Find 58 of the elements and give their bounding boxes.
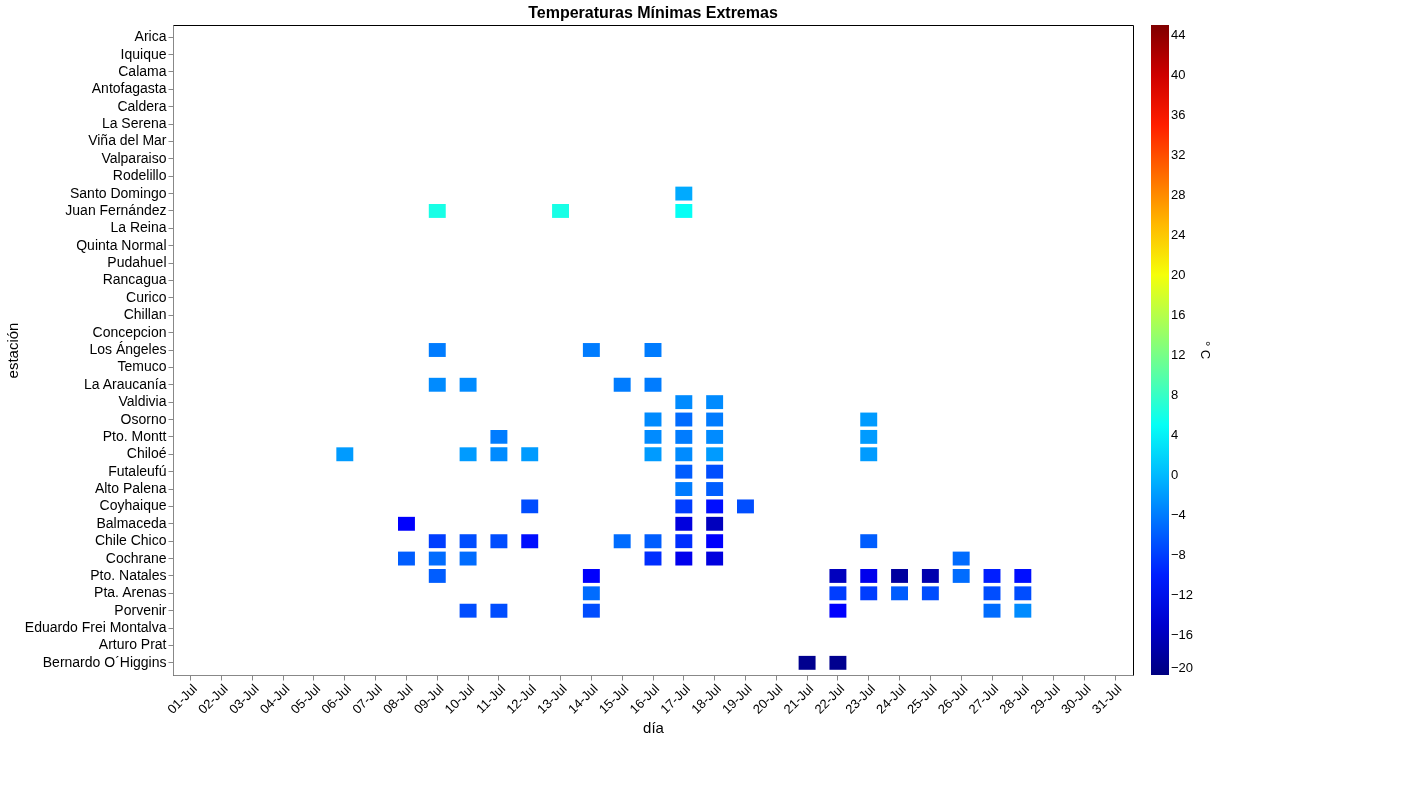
color-bar-label: 32 — [1171, 147, 1186, 162]
chart-title: Temperaturas Mínimas Extremas — [528, 4, 778, 21]
y-tick-label: Antofagasta — [91, 80, 167, 97]
y-tick-label: Pto. Montt — [102, 427, 167, 444]
color-bar-label: 28 — [1171, 187, 1186, 202]
y-tick-label: Rodelillo — [112, 167, 167, 184]
y-tick-label: Viña del Mar — [88, 132, 167, 149]
y-tick-label: Balmaceda — [96, 514, 167, 531]
color-bar-label: −12 — [1171, 587, 1194, 602]
y-tick-label: La Serena — [101, 115, 167, 132]
x-axis-title: día — [643, 718, 665, 736]
color-bar-label: 4 — [1171, 427, 1179, 442]
color-bar-label: −8 — [1171, 547, 1186, 562]
y-tick-label: Chile Chico — [94, 532, 167, 549]
color-bar-label: 12 — [1171, 347, 1186, 362]
y-tick-label: Curico — [126, 288, 167, 305]
y-tick-label: Pta. Arenas — [94, 584, 167, 601]
y-tick-label: Caldera — [117, 97, 167, 114]
color-bar-label: 24 — [1171, 227, 1186, 242]
color-bar-label: 20 — [1171, 267, 1186, 282]
y-tick-label: Los Ángeles — [89, 341, 167, 357]
y-tick-label: Calama — [118, 62, 167, 79]
y-tick-label: Pto. Natales — [90, 566, 167, 583]
y-tick-label: Chillan — [123, 306, 167, 323]
color-bar-label: −20 — [1171, 660, 1194, 675]
y-axis-title: estación — [3, 322, 21, 379]
y-tick-label: Quinta Normal — [76, 236, 167, 253]
color-bar-label: −16 — [1171, 627, 1194, 642]
y-tick-label: Valdivia — [118, 393, 167, 410]
color-bar-label: −4 — [1171, 507, 1186, 522]
y-tick-label: Rancagua — [102, 271, 167, 288]
y-tick-label: Juan Fernández — [65, 201, 167, 218]
color-bar-title: ° C — [1198, 340, 1213, 360]
y-tick-label: Iquique — [120, 45, 167, 62]
color-bar-label: 36 — [1171, 107, 1186, 122]
y-tick-label: Coyhaique — [99, 497, 167, 514]
y-tick-label: Alto Palena — [94, 480, 167, 497]
color-bar-label: 8 — [1171, 387, 1179, 402]
y-tick-label: Chiloé — [126, 445, 167, 462]
y-tick-label: Futaleufú — [108, 462, 167, 479]
y-tick-label: Arturo Prat — [98, 636, 167, 653]
y-tick-label: Bernardo O´Higgins — [42, 653, 167, 670]
y-tick-label: Santo Domingo — [69, 184, 167, 201]
color-bar-label: 40 — [1171, 67, 1186, 82]
y-tick-label: Cochrane — [105, 549, 167, 566]
color-bar-label: 44 — [1171, 27, 1186, 42]
y-tick-label: Concepcion — [92, 323, 167, 340]
y-tick-label: Valparaiso — [101, 149, 167, 166]
y-tick-label: La Reina — [110, 219, 167, 236]
y-tick-label: Pudahuel — [107, 254, 167, 271]
color-bar-label: 0 — [1171, 467, 1179, 482]
y-tick-label: Temuco — [117, 358, 167, 375]
y-tick-label: Eduardo Frei Montalva — [24, 619, 167, 636]
y-tick-label: Osorno — [120, 410, 167, 427]
color-bar-label: 16 — [1171, 307, 1186, 322]
y-tick-label: La Araucanía — [83, 375, 167, 392]
y-tick-label: Porvenir — [114, 601, 167, 618]
y-tick-label: Arica — [134, 28, 167, 45]
